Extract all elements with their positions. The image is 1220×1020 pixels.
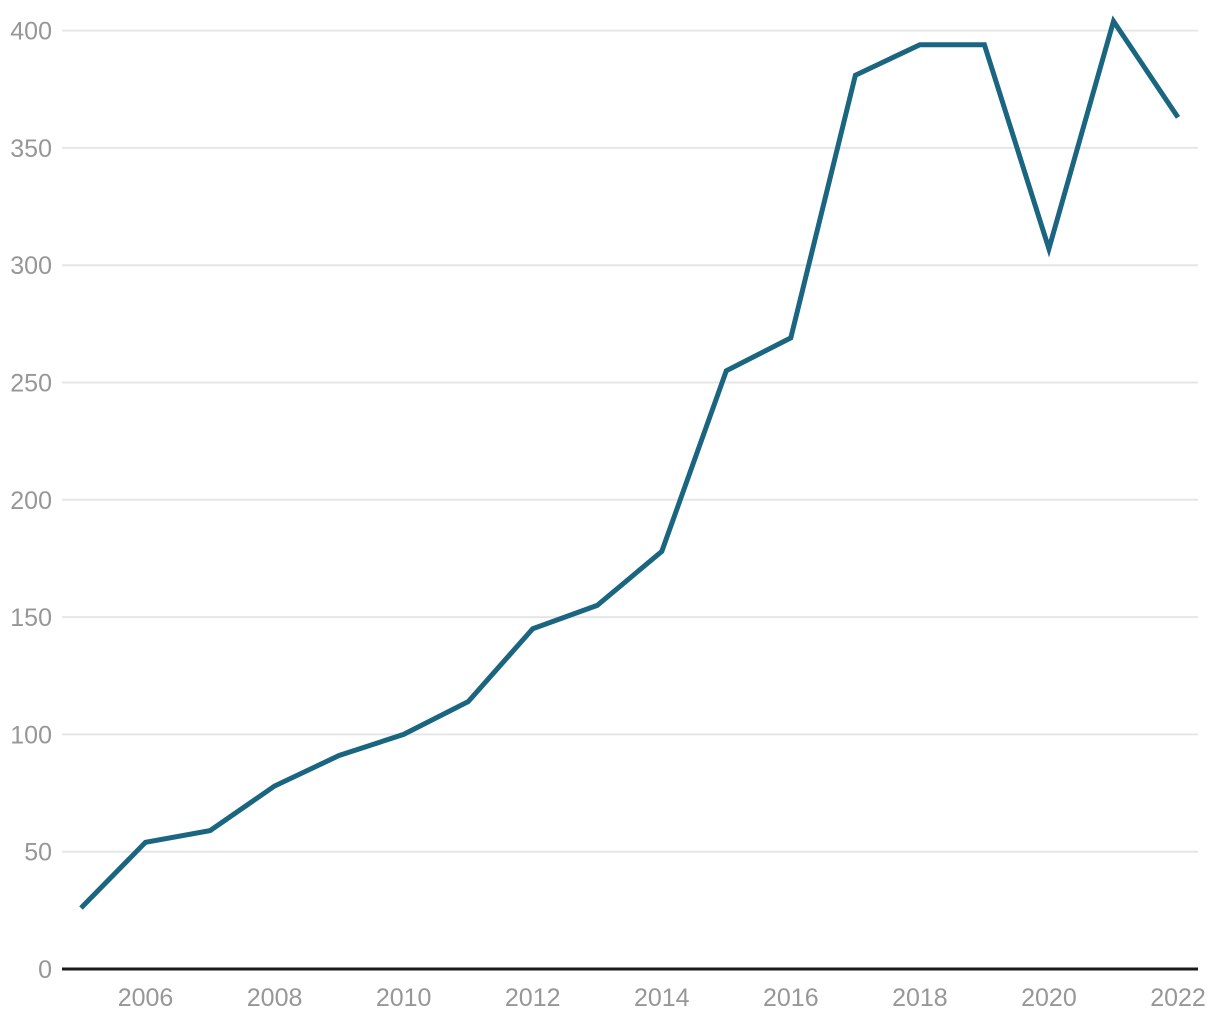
y-axis-tick-label: 250 [10,370,52,398]
x-axis-tick-label: 2010 [376,984,432,1012]
x-axis-tick-label: 2006 [118,984,174,1012]
y-axis-tick-label: 200 [10,487,52,515]
x-axis-tick-label: 2020 [1021,984,1077,1012]
y-axis-tick-label: 400 [10,18,52,46]
y-axis-tick-label: 100 [10,721,52,749]
x-axis-tick-label: 2014 [634,984,690,1012]
y-axis-tick-label: 300 [10,252,52,280]
x-axis-tick-label: 2016 [763,984,819,1012]
x-axis-tick-label: 2008 [247,984,303,1012]
x-axis-tick-label: 2018 [892,984,948,1012]
x-axis-tick-label: 2022 [1150,984,1206,1012]
data-line [79,15,1181,910]
y-axis-tick-label: 150 [10,604,52,632]
y-axis-tick-label: 50 [24,839,52,867]
y-axis-tick-label: 0 [38,956,52,984]
x-axis-tick-label: 2012 [505,984,561,1012]
y-axis-tick-label: 350 [10,135,52,163]
